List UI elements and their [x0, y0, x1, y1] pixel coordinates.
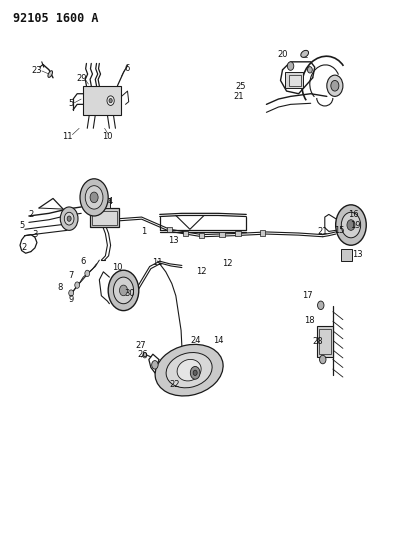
Text: 11: 11 [152, 258, 162, 266]
Bar [94, 198, 110, 208]
Text: 10: 10 [112, 263, 123, 272]
Text: 5: 5 [69, 99, 74, 108]
Bar [199, 233, 204, 238]
Circle shape [85, 185, 103, 209]
Bar [319, 329, 331, 354]
Circle shape [69, 290, 74, 296]
Circle shape [75, 282, 80, 288]
Text: 19: 19 [351, 221, 361, 230]
Text: 3: 3 [32, 230, 38, 239]
Circle shape [107, 96, 114, 106]
Circle shape [307, 67, 312, 73]
Text: 23: 23 [32, 67, 42, 75]
Text: 1: 1 [141, 228, 146, 237]
Text: 2: 2 [21, 244, 27, 253]
Text: 13: 13 [168, 237, 178, 246]
Text: 21: 21 [318, 228, 328, 237]
Circle shape [109, 99, 112, 103]
Ellipse shape [301, 50, 309, 58]
Text: 14: 14 [213, 336, 223, 345]
Text: 12: 12 [196, 268, 206, 276]
Text: 10: 10 [102, 132, 113, 141]
Bar [167, 227, 172, 232]
Text: 8: 8 [58, 283, 63, 292]
Text: 2: 2 [28, 210, 34, 219]
Circle shape [341, 212, 361, 238]
Ellipse shape [155, 344, 223, 396]
Circle shape [193, 370, 197, 375]
Text: 13: 13 [352, 251, 362, 260]
Text: 6: 6 [80, 257, 86, 265]
Text: 15: 15 [334, 226, 344, 235]
Circle shape [60, 207, 78, 230]
Bar [183, 231, 188, 236]
Circle shape [90, 192, 98, 203]
Bar [236, 231, 241, 236]
Ellipse shape [48, 71, 53, 77]
Circle shape [114, 277, 134, 304]
Bar [317, 326, 333, 357]
Bar [97, 193, 107, 198]
Text: 18: 18 [305, 316, 315, 325]
Text: 16: 16 [348, 210, 358, 219]
Text: 5: 5 [19, 221, 24, 230]
Bar [92, 211, 117, 224]
Bar [219, 232, 225, 237]
Circle shape [190, 367, 200, 379]
Circle shape [287, 62, 294, 70]
Circle shape [320, 356, 326, 364]
Circle shape [152, 361, 158, 369]
Circle shape [347, 220, 355, 230]
Text: 25: 25 [235, 82, 246, 91]
Circle shape [327, 75, 343, 96]
Text: 27: 27 [135, 341, 146, 350]
Text: 17: 17 [302, 291, 313, 300]
Circle shape [143, 353, 147, 358]
Bar [90, 208, 119, 227]
Circle shape [64, 212, 74, 225]
Circle shape [108, 270, 139, 311]
Text: 6: 6 [125, 64, 130, 72]
Bar [260, 230, 265, 236]
Text: 11: 11 [62, 132, 72, 141]
Circle shape [336, 205, 366, 245]
Text: 26: 26 [137, 350, 148, 359]
Text: 21: 21 [233, 92, 244, 101]
Circle shape [67, 216, 71, 221]
Ellipse shape [177, 359, 201, 381]
Bar [83, 86, 122, 115]
Circle shape [120, 285, 128, 296]
Bar [288, 75, 301, 86]
Ellipse shape [166, 352, 212, 388]
Text: 24: 24 [191, 336, 201, 345]
Circle shape [80, 179, 108, 216]
Circle shape [85, 270, 90, 277]
Text: 4: 4 [107, 197, 113, 206]
Text: 28: 28 [313, 337, 323, 346]
Text: 12: 12 [222, 260, 232, 268]
Text: 30: 30 [124, 288, 135, 297]
Text: 29: 29 [76, 74, 86, 83]
Text: 22: 22 [169, 380, 180, 389]
Text: 9: 9 [69, 295, 74, 304]
Bar [284, 72, 303, 88]
Bar [341, 249, 352, 261]
Circle shape [318, 301, 324, 310]
Text: 92105 1600 A: 92105 1600 A [13, 12, 98, 26]
Text: 20: 20 [277, 51, 288, 59]
Circle shape [331, 80, 339, 91]
Text: 7: 7 [68, 271, 74, 279]
